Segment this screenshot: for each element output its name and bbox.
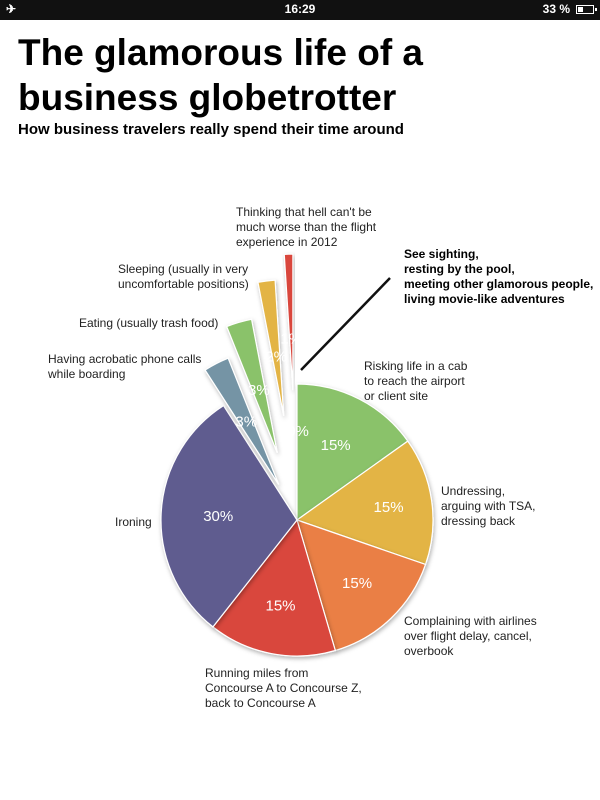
pct-sightseeing: 0%: [287, 423, 309, 440]
label-phone-line: Having acrobatic phone calls: [48, 352, 201, 366]
battery-percentage: 33 %: [542, 2, 570, 16]
pct-hell: 1%: [280, 330, 302, 347]
label-sightseeing: See sighting, resting by the pool, meeting…: [404, 247, 593, 306]
label-eating: Eating (usually trash food): [79, 316, 218, 330]
pct-sleeping: 2%: [265, 348, 287, 365]
slice-tsa: [295, 440, 434, 566]
pct-airlines: 15%: [342, 575, 372, 592]
status-bar: ✈ 16:29 33 %: [0, 0, 600, 20]
label-cab-line: or client site: [364, 389, 428, 403]
label-phone: Having acrobatic phone calls while boardi…: [47, 352, 201, 381]
label-airlines-line: overbook: [404, 644, 454, 658]
page-subtitle: How business travelers really spend thei…: [18, 121, 404, 138]
label-sightseeing-line: See sighting,: [404, 247, 479, 261]
label-running: Running miles from Concourse A to Concour…: [205, 666, 362, 710]
label-tsa-line: Undressing,: [441, 484, 505, 498]
status-time: 16:29: [284, 2, 316, 16]
slice-eating: [225, 318, 278, 454]
battery-icon: [576, 5, 597, 14]
pct-running: 15%: [266, 597, 296, 614]
pct-phone: 3%: [235, 414, 257, 431]
label-hell-line: Thinking that hell can't be: [236, 205, 372, 219]
label-ironing: Ironing: [115, 515, 152, 529]
label-tsa: Undressing, arguing with TSA, dressing bac…: [441, 484, 536, 528]
label-hell: Thinking that hell can't be much worse th…: [236, 205, 377, 249]
label-eating-line: Eating (usually trash food): [79, 316, 218, 330]
label-ironing-line: Ironing: [115, 515, 152, 529]
slice-running: [212, 518, 337, 657]
label-running-line: back to Concourse A: [205, 696, 316, 710]
label-tsa-line: dressing back: [441, 514, 516, 528]
slice-sleeping: [257, 279, 285, 416]
pct-cab: 15%: [321, 437, 351, 454]
label-sightseeing-line: living movie-like adventures: [404, 292, 565, 306]
page-title: The glamorous life of a business globetr…: [18, 32, 423, 118]
airplane-icon: ✈: [6, 2, 17, 16]
label-cab: Risking life in a cab to reach the airpor…: [364, 359, 468, 403]
pct-tsa: 15%: [374, 499, 404, 516]
slice-ironing: [160, 404, 298, 628]
label-sleeping-line: Sleeping (usually in very: [118, 262, 248, 276]
label-airlines: Complaining with airlines over flight del…: [404, 614, 537, 658]
label-cab-line: Risking life in a cab: [364, 359, 468, 373]
label-sightseeing-line: resting by the pool,: [404, 262, 515, 276]
slice-phone: [204, 357, 280, 485]
label-tsa-line: arguing with TSA,: [441, 499, 536, 513]
pct-eating: 3%: [248, 382, 270, 399]
label-running-line: Running miles from: [205, 666, 308, 680]
sightseeing-leader-line: [300, 277, 391, 371]
label-airlines-line: Complaining with airlines: [404, 614, 537, 628]
label-cab-line: to reach the airport: [364, 374, 465, 388]
label-hell-line: much worse than the flight: [236, 220, 377, 234]
slice-cab: [296, 383, 409, 522]
slice-airlines: [296, 519, 427, 652]
label-sightseeing-line: meeting other glamorous people,: [404, 277, 593, 291]
label-phone-line: while boarding: [47, 367, 125, 381]
pct-ironing: 30%: [203, 508, 233, 525]
label-sleeping: Sleeping (usually in very uncomfortable p…: [118, 262, 249, 291]
slice-hell: [283, 253, 294, 391]
label-airlines-line: over flight delay, cancel,: [404, 629, 532, 643]
label-sleeping-line: uncomfortable positions): [118, 277, 249, 291]
label-hell-line: experience in 2012: [236, 235, 338, 249]
label-running-line: Concourse A to Concourse Z,: [205, 681, 362, 695]
